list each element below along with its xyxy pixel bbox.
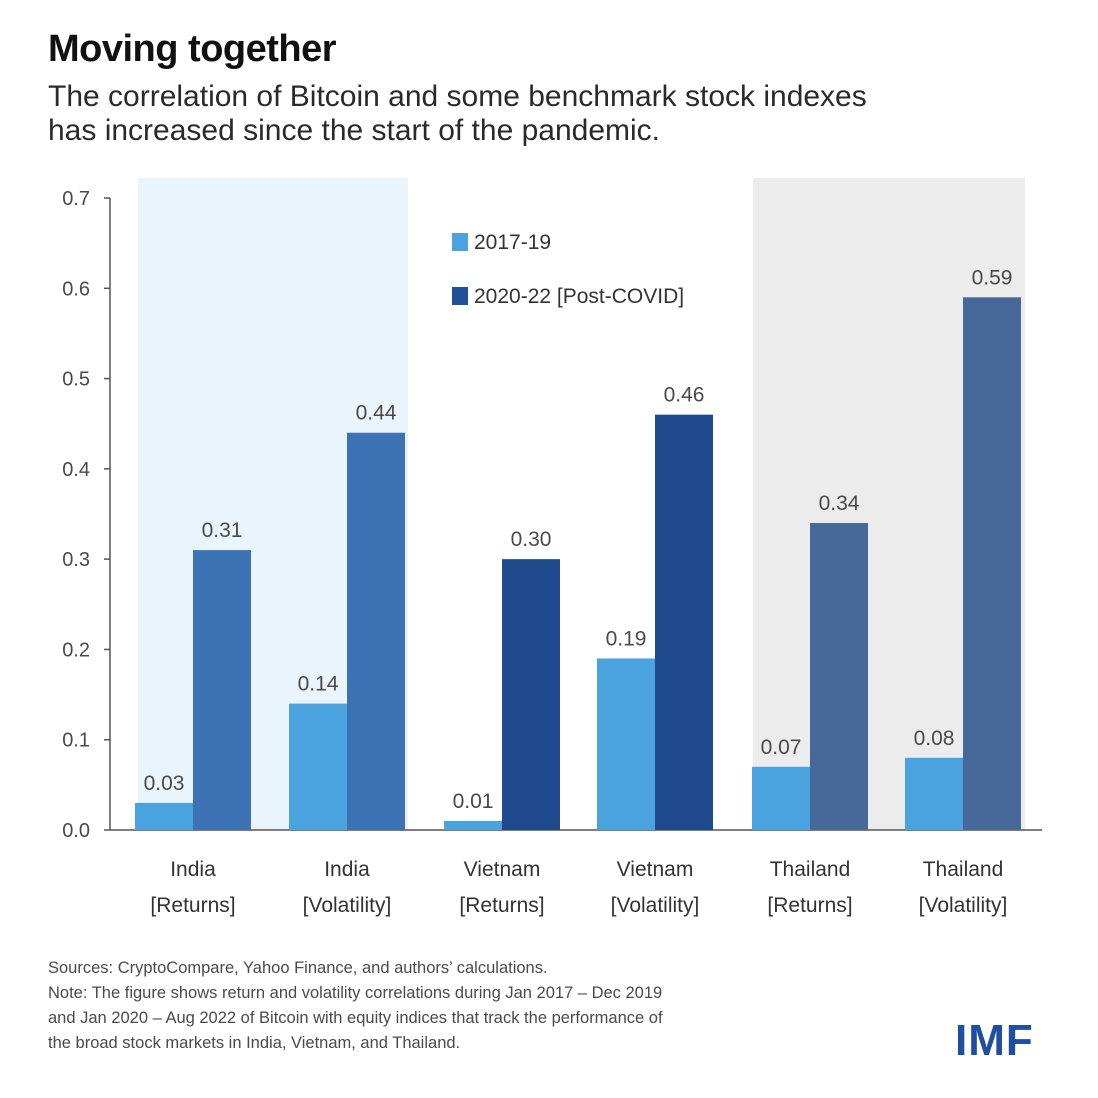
legend-label-2020-22: 2020-22 [Post-COVID]	[474, 285, 684, 308]
data-label: 0.08	[914, 727, 955, 750]
x-tick-label: [Returns]	[767, 894, 852, 917]
data-label: 0.01	[453, 790, 494, 813]
x-tick-label: India	[324, 858, 370, 881]
data-label: 0.03	[144, 772, 185, 795]
bar-2020-22	[502, 559, 560, 830]
x-tick-label: Thailand	[923, 858, 1004, 881]
bar-2017-19	[135, 802, 193, 830]
data-label: 0.30	[511, 528, 552, 551]
y-tick-label: 0.6	[62, 278, 90, 300]
y-tick-label: 0.2	[62, 639, 90, 661]
legend-swatch-2017-19	[452, 233, 468, 251]
legend-swatch-2020-22	[452, 287, 468, 305]
footnotes: Sources: CryptoCompare, Yahoo Finance, a…	[48, 956, 908, 1056]
imf-logo: IMF	[955, 1016, 1034, 1065]
bar-2020-22	[810, 523, 868, 830]
x-tick-label: [Returns]	[459, 894, 544, 917]
bar-2017-19	[905, 757, 963, 830]
bar-2020-22	[347, 432, 405, 830]
y-tick-label: 0.0	[62, 820, 90, 842]
bar-2020-22	[655, 414, 713, 830]
chart-title: Moving together	[48, 28, 337, 70]
note-line: the broad stock markets in India, Vietna…	[48, 1034, 461, 1052]
bar-2020-22	[193, 550, 251, 830]
x-tick-label: [Volatility]	[303, 894, 392, 917]
subtitle-line: has increased since the start of the pan…	[48, 114, 661, 147]
x-tick-label: Vietnam	[617, 858, 694, 881]
x-tick-label: [Returns]	[150, 894, 235, 917]
bar-2017-19	[289, 703, 347, 830]
bar-2017-19	[597, 658, 655, 830]
sources-note: Sources: CryptoCompare, Yahoo Finance, a…	[48, 959, 548, 977]
data-label: 0.46	[664, 384, 705, 407]
data-label: 0.34	[819, 492, 860, 515]
note-line: Note: The figure shows return and volati…	[48, 984, 663, 1002]
bar-chart: 0.0 0.1 0.2 0.3 0.4 0.5 0.6 0.7 0.03 0.31 India [Re…	[62, 178, 1042, 917]
bar-2017-19	[752, 766, 810, 830]
data-label: 0.44	[356, 402, 397, 425]
data-label: 0.19	[606, 627, 647, 650]
chart-subtitle: The correlation of Bitcoin and some benc…	[48, 80, 1048, 148]
bar-2017-19	[444, 820, 502, 830]
note-line: and Jan 2020 – Aug 2022 of Bitcoin with …	[48, 1009, 663, 1027]
y-tick-label: 0.3	[62, 549, 90, 571]
x-tick-label: Thailand	[770, 858, 851, 881]
data-label: 0.14	[298, 673, 339, 696]
x-tick-label: India	[170, 858, 216, 881]
y-tick-label: 0.4	[62, 459, 90, 481]
x-tick-label: [Volatility]	[611, 894, 700, 917]
x-tick-label: [Volatility]	[919, 894, 1008, 917]
x-tick-label: Vietnam	[464, 858, 541, 881]
y-tick-label: 0.7	[62, 188, 90, 210]
data-label: 0.07	[761, 736, 802, 759]
data-label: 0.31	[202, 519, 243, 542]
y-tick-label: 0.1	[62, 730, 90, 752]
data-label: 0.59	[972, 266, 1013, 289]
subtitle-line: The correlation of Bitcoin and some benc…	[48, 80, 867, 113]
legend-label-2017-19: 2017-19	[474, 231, 551, 254]
bar-2020-22	[963, 297, 1021, 830]
y-tick-label: 0.5	[62, 369, 90, 391]
